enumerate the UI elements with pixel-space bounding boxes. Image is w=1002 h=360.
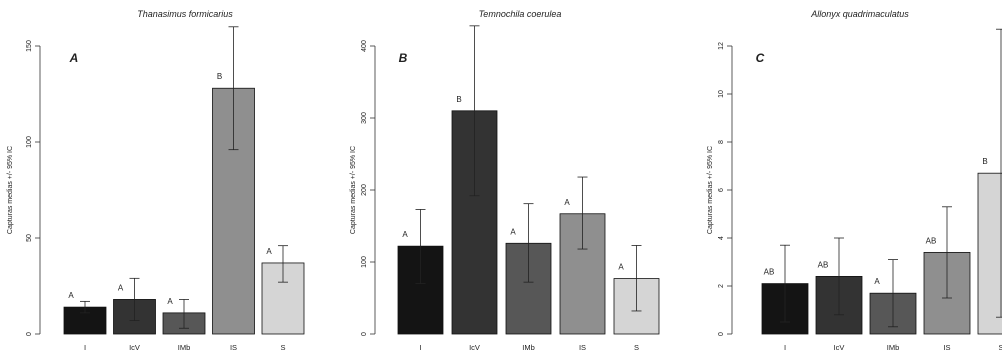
panel-a-sig-letter: A: [118, 283, 124, 292]
panel-a-y-tick-label: 0: [26, 332, 33, 336]
panel-b-sig-letter: A: [510, 227, 516, 236]
panel-b-letter: B: [399, 51, 408, 65]
panel-a-category-label: IMb: [178, 343, 191, 352]
panel-c-y-tick-label: 0: [718, 332, 725, 336]
panel-c-y-tick-label: 8: [718, 140, 725, 144]
panel-a-category-label: IS: [230, 343, 237, 352]
panel-a-y-axis-label: Capturas medias +/- 95% IC: [7, 146, 14, 234]
panel-c-y-tick-label: 4: [718, 236, 725, 240]
panel-c-y-tick-label: 10: [718, 90, 725, 98]
panel-b-category-label: IS: [579, 343, 586, 352]
panel-b-sig-letter: A: [618, 263, 624, 272]
panel-c-y-tick-label: 6: [718, 188, 725, 192]
panel-a-y-tick-label: 50: [26, 234, 33, 242]
panel-c-y-tick-label: 12: [718, 42, 725, 50]
panel-a-category-label: IcV: [129, 343, 140, 352]
panel-b-sig-letter: A: [564, 198, 570, 207]
panel-b-y-tick-label: 0: [361, 332, 368, 336]
panel-c-category-label: I: [784, 343, 786, 352]
panel-a-y-tick-label: 150: [26, 40, 33, 52]
panel-a-letter: A: [69, 51, 79, 65]
panel-b-category-label: I: [419, 343, 421, 352]
panel-c-letter: C: [756, 51, 765, 65]
panel-c-category-label: IcV: [834, 343, 845, 352]
panel-c-sig-letter: AB: [764, 268, 775, 277]
panel-b-y-axis-label: Capturas medias +/- 95% IC: [350, 146, 357, 234]
panel-a-title: Thanasimus formicarius: [137, 9, 233, 19]
panel-b-title: Temnochila coerulea: [479, 9, 562, 19]
panel-c-bar-s: [977, 172, 1002, 335]
panel-c-category-label: IS: [943, 343, 950, 352]
panel-b-bar-imb: [505, 242, 552, 335]
panel-c-sig-letter: A: [874, 277, 880, 286]
panel-a-sig-letter: B: [217, 72, 222, 81]
panel-a-sig-letter: A: [266, 247, 272, 256]
panel-a-category-label: S: [280, 343, 285, 352]
panel-c-category-label: S: [998, 343, 1002, 352]
panel-b-sig-letter: B: [456, 95, 461, 104]
panel-c-title: Allonyx quadrimaculatus: [810, 9, 909, 19]
panel-b-category-label: IMb: [522, 343, 535, 352]
panel-b-category-label: S: [634, 343, 639, 352]
panel-a-y-tick-label: 100: [26, 136, 33, 148]
panel-b-y-tick-label: 200: [361, 184, 368, 196]
panel-b-sig-letter: A: [402, 230, 408, 239]
panel-b-category-label: IcV: [469, 343, 480, 352]
panel-c-y-tick-label: 2: [718, 284, 725, 288]
panel-b-y-tick-label: 100: [361, 256, 368, 268]
panel-c-category-label: IMb: [887, 343, 900, 352]
panel-a-sig-letter: A: [68, 291, 74, 300]
panel-c-sig-letter: B: [982, 157, 987, 166]
panel-a-category-label: I: [84, 343, 86, 352]
panel-c-sig-letter: AB: [818, 260, 829, 269]
panel-b-y-tick-label: 400: [361, 40, 368, 52]
panel-c-sig-letter: AB: [926, 236, 937, 245]
panel-a-sig-letter: A: [167, 297, 173, 306]
panel-a-bar-s: [261, 262, 305, 335]
panel-b-y-tick-label: 300: [361, 112, 368, 124]
panel-c-y-axis-label: Capturas medias +/- 95% IC: [707, 146, 714, 234]
